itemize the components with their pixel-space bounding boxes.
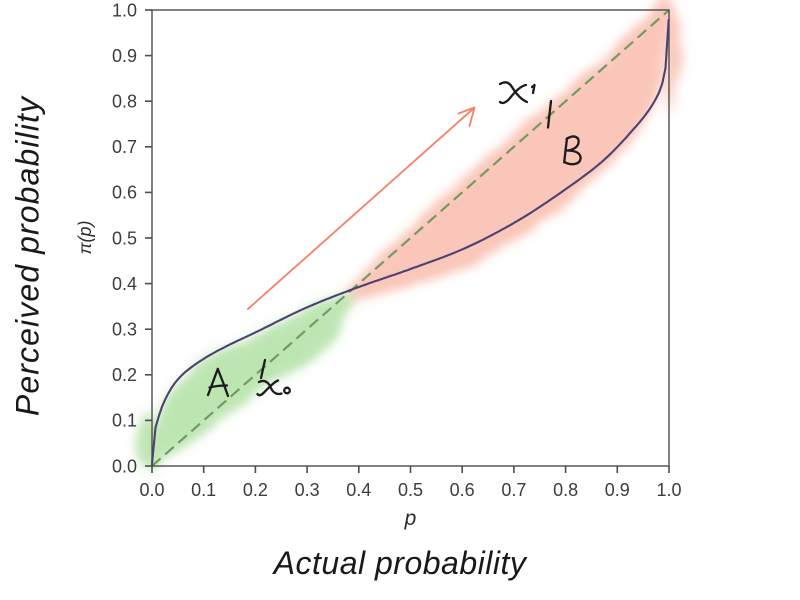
svg-text:π(p): π(p) xyxy=(75,220,95,254)
svg-text:0.0: 0.0 xyxy=(139,480,164,500)
svg-text:0.9: 0.9 xyxy=(112,46,137,66)
svg-text:0.9: 0.9 xyxy=(605,480,630,500)
svg-text:0.7: 0.7 xyxy=(112,137,137,157)
svg-text:0.8: 0.8 xyxy=(112,92,137,112)
svg-text:0.5: 0.5 xyxy=(398,480,423,500)
svg-text:0.2: 0.2 xyxy=(112,365,137,385)
svg-text:Perceived probability: Perceived probability xyxy=(10,95,46,416)
svg-text:0.5: 0.5 xyxy=(112,228,137,248)
svg-text:0.6: 0.6 xyxy=(450,480,475,500)
svg-text:Actual probability: Actual probability xyxy=(272,545,528,581)
svg-text:0.1: 0.1 xyxy=(112,411,137,431)
svg-text:0.4: 0.4 xyxy=(112,274,137,294)
svg-text:0.3: 0.3 xyxy=(112,320,137,340)
svg-text:0.0: 0.0 xyxy=(112,456,137,476)
svg-text:p: p xyxy=(404,507,417,530)
svg-text:0.1: 0.1 xyxy=(191,480,216,500)
svg-text:0.3: 0.3 xyxy=(295,480,320,500)
svg-text:0.2: 0.2 xyxy=(243,480,268,500)
svg-text:0.4: 0.4 xyxy=(346,480,371,500)
svg-text:0.8: 0.8 xyxy=(553,480,578,500)
svg-text:0.6: 0.6 xyxy=(112,183,137,203)
svg-text:1.0: 1.0 xyxy=(112,0,137,20)
svg-text:0.7: 0.7 xyxy=(501,480,526,500)
svg-text:1.0: 1.0 xyxy=(656,480,681,500)
